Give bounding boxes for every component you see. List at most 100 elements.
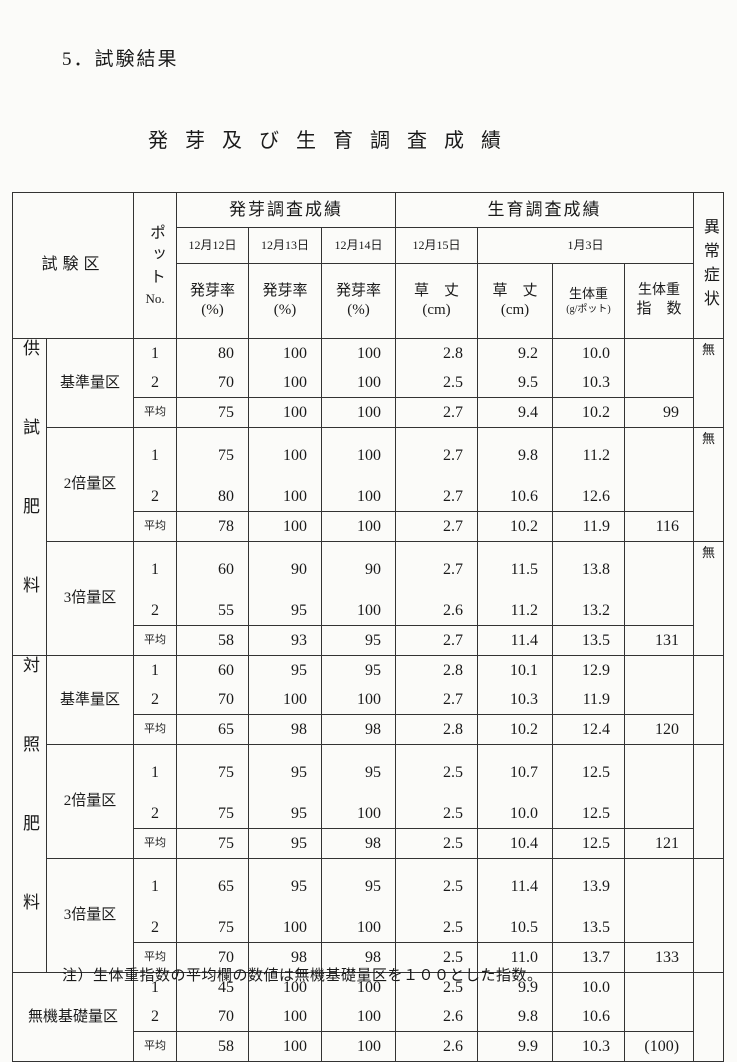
height-0103-average: 10.4 bbox=[477, 828, 554, 859]
height-1215-average: 2.7 bbox=[395, 397, 479, 428]
germ-rate-1214-average: 98 bbox=[321, 942, 397, 973]
germ-rate-1212: 80 bbox=[176, 338, 250, 368]
weight: 11.2 bbox=[552, 427, 626, 482]
height-0103: 11.4 bbox=[477, 858, 554, 913]
weight-index bbox=[624, 972, 695, 1002]
germ-rate-1214: 100 bbox=[321, 799, 397, 829]
weight: 13.8 bbox=[552, 541, 626, 596]
germ-rate-1212: 45 bbox=[176, 972, 250, 1002]
group-name: 2倍量区 bbox=[45, 744, 135, 859]
germ-rate-1214: 100 bbox=[321, 482, 397, 512]
height-1215: 2.5 bbox=[395, 744, 479, 799]
pot-no: 2 bbox=[133, 368, 178, 398]
height-1215-average: 2.7 bbox=[395, 511, 479, 542]
pot-no: 1 bbox=[133, 858, 178, 913]
table-row: 2 75 95 100 2.5 10.0 12.5 bbox=[13, 799, 724, 829]
germ-rate-1214-average: 98 bbox=[321, 828, 397, 859]
germ-rate-1213: 100 bbox=[248, 368, 323, 398]
label: 指 数 bbox=[636, 301, 682, 318]
average-label: 平均 bbox=[133, 625, 178, 656]
germ-rate-1213: 95 bbox=[248, 596, 323, 626]
germ-rate-1213-average: 100 bbox=[248, 397, 323, 428]
abnormal-symptom: 無 bbox=[693, 338, 725, 428]
germ-rate-1212-average: 58 bbox=[176, 625, 250, 656]
germ-rate-1213-average: 100 bbox=[248, 511, 323, 542]
label: 生体重 bbox=[569, 286, 609, 302]
germ-rate-1213: 95 bbox=[248, 858, 323, 913]
weight-index-average: 99 bbox=[624, 397, 695, 428]
germ-rate-1212: 60 bbox=[176, 655, 250, 685]
germ-rate-1213: 100 bbox=[248, 427, 323, 482]
height-0103: 10.5 bbox=[477, 913, 554, 943]
germ-rate-1213: 100 bbox=[248, 972, 323, 1002]
weight-index bbox=[624, 655, 695, 685]
weight-index bbox=[624, 596, 695, 626]
germ-rate-1214: 100 bbox=[321, 685, 397, 715]
weight-index-average: 116 bbox=[624, 511, 695, 542]
header-pot-no: No. bbox=[145, 291, 165, 307]
table-row: 対照肥料 基準量区 1 60 95 95 2.8 10.1 12.9 bbox=[12, 655, 725, 973]
height-0103-average: 10.2 bbox=[477, 511, 554, 542]
header-height-2: 草 丈 (cm) bbox=[477, 263, 554, 339]
table-row: 2倍量区 1 75 95 95 2.5 10.7 12.5 bbox=[13, 744, 725, 859]
germ-rate-1213: 100 bbox=[248, 482, 323, 512]
germ-rate-1213: 100 bbox=[248, 913, 323, 943]
table-title: 発芽及び生育調査成績 bbox=[148, 130, 518, 152]
header-date-2: 12月13日 bbox=[248, 227, 323, 264]
germ-rate-1213: 100 bbox=[248, 685, 323, 715]
table-row: 2倍量区 1 75 100 100 2.7 9.8 11.2 無 bbox=[13, 427, 725, 542]
germ-rate-1212: 75 bbox=[176, 744, 250, 799]
weight-average: 13.7 bbox=[552, 942, 626, 973]
height-1215: 2.8 bbox=[395, 655, 479, 685]
germ-rate-1213: 100 bbox=[248, 1002, 323, 1032]
header-date-4: 12月15日 bbox=[395, 227, 479, 264]
germ-rate-1214: 95 bbox=[321, 858, 397, 913]
average-label: 平均 bbox=[133, 1031, 178, 1062]
pot-no: 2 bbox=[133, 596, 178, 626]
unit: (g/ポット) bbox=[566, 303, 611, 315]
weight-index-average: 120 bbox=[624, 714, 695, 745]
germ-rate-1214: 100 bbox=[321, 368, 397, 398]
pot-no: 2 bbox=[133, 799, 178, 829]
table-row-average: 平均 58 93 95 2.7 11.4 13.5 131 bbox=[13, 625, 724, 656]
height-1215: 2.5 bbox=[395, 913, 479, 943]
height-1215: 2.6 bbox=[395, 596, 479, 626]
pot-no: 1 bbox=[133, 541, 178, 596]
height-0103-average: 9.9 bbox=[477, 1031, 554, 1062]
pot-no: 2 bbox=[133, 685, 178, 715]
weight-average: 10.2 bbox=[552, 397, 626, 428]
pot-no: 1 bbox=[133, 427, 178, 482]
abnormal-symptom bbox=[693, 858, 725, 973]
germ-rate-1214-average: 95 bbox=[321, 625, 397, 656]
height-1215: 2.7 bbox=[395, 541, 479, 596]
table-row: 3倍量区 1 60 90 90 2.7 11.5 13.8 無 bbox=[13, 541, 725, 656]
footnote: 注）生体重指数の平均欄の数値は無機基礎量区を１００とした指数。 bbox=[62, 968, 543, 984]
height-1215: 2.5 bbox=[395, 368, 479, 398]
weight-average: 12.5 bbox=[552, 828, 626, 859]
germ-rate-1212: 60 bbox=[176, 541, 250, 596]
pot-no: 2 bbox=[133, 913, 178, 943]
category-label: 対照肥料 bbox=[12, 655, 47, 973]
weight: 13.2 bbox=[552, 596, 626, 626]
germ-rate-1212: 75 bbox=[176, 913, 250, 943]
germ-rate-1214-average: 98 bbox=[321, 714, 397, 745]
category-label: 供試肥料 bbox=[12, 338, 47, 656]
height-0103: 11.2 bbox=[477, 596, 554, 626]
weight-average: 10.3 bbox=[552, 1031, 626, 1062]
height-1215: 2.7 bbox=[395, 685, 479, 715]
results-body: 供試肥料 基準量区 1 80 100 100 2.8 9.2 10.0 無 2 70 100 100 2.5… bbox=[11, 338, 725, 1062]
germ-rate-1214: 90 bbox=[321, 541, 397, 596]
height-0103: 10.6 bbox=[477, 482, 554, 512]
unit: (%) bbox=[273, 302, 297, 318]
abnormal-symptom bbox=[693, 744, 725, 859]
weight-index bbox=[624, 858, 695, 913]
weight: 10.0 bbox=[552, 338, 626, 368]
germ-rate-1212: 70 bbox=[176, 368, 250, 398]
header-weight: 生体重 (g/ポット) bbox=[552, 263, 626, 339]
table-row-average: 平均 78 100 100 2.7 10.2 11.9 116 bbox=[13, 511, 724, 542]
abnormal-symptom bbox=[693, 972, 725, 1062]
height-1215: 2.5 bbox=[395, 972, 479, 1002]
section-heading: 5．試験結果 bbox=[62, 49, 179, 70]
group-name: 基準量区 bbox=[45, 338, 135, 428]
table-row: 2 70 100 100 2.5 9.5 10.3 bbox=[13, 368, 724, 398]
